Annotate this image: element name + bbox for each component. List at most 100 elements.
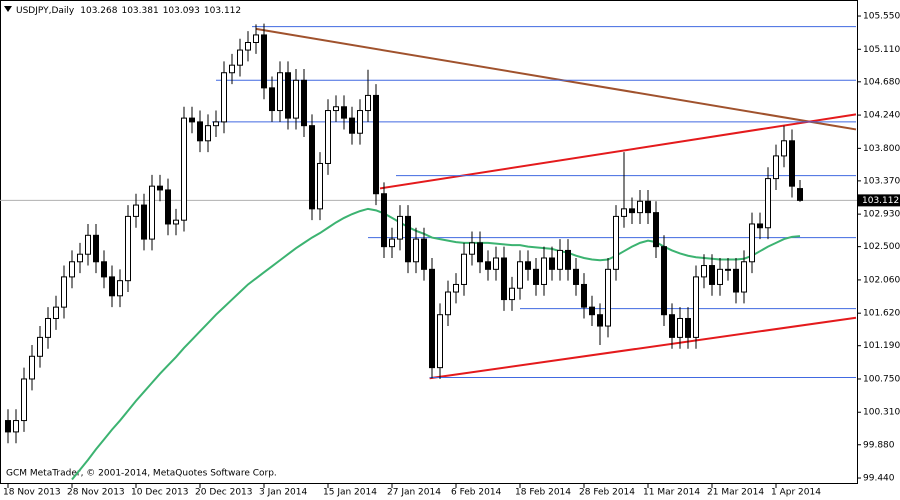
header: USDJPY,Daily 103.268 103.381 103.093 103.112: [16, 6, 241, 16]
candle-body: [13, 420, 19, 433]
candle-body: [229, 64, 235, 74]
candle-body: [429, 268, 435, 369]
candle-body: [109, 276, 115, 297]
y-tick-label: 102.500: [863, 242, 900, 252]
candle-body: [333, 106, 339, 112]
candle-body: [197, 121, 203, 142]
y-tick-label: 105.110: [863, 45, 900, 55]
candle-body: [445, 291, 451, 316]
candle-body: [141, 204, 147, 240]
candle-body: [277, 72, 283, 112]
candle-body: [589, 306, 595, 316]
candle-body: [61, 276, 67, 308]
candle-body: [629, 208, 635, 214]
x-tick-label: 1 Apr 2014: [771, 488, 821, 498]
x-tick-label: 28 Nov 2013: [67, 488, 125, 498]
candle-body: [397, 215, 403, 240]
candle-body: [93, 234, 99, 263]
x-tick-label: 18 Feb 2014: [515, 488, 571, 498]
candle-body: [733, 268, 739, 293]
candle-body: [341, 106, 347, 119]
y-tick-label: 105.550: [863, 12, 900, 22]
plot-area: [0, 23, 857, 481]
candle-body: [325, 110, 331, 164]
header-close: 103.112: [204, 6, 241, 16]
candle-body: [557, 249, 563, 270]
x-tick-label: 10 Dec 2013: [131, 488, 189, 498]
candle-body: [149, 185, 155, 240]
candle-body: [117, 280, 123, 297]
candle-body: [573, 268, 579, 285]
candle-body: [701, 265, 707, 278]
y-tick-label: 104.680: [863, 77, 900, 87]
candle-body: [85, 234, 91, 255]
candle-body: [421, 238, 427, 270]
candle-body: [77, 253, 83, 263]
candle-body: [133, 204, 139, 217]
candle-body: [613, 215, 619, 270]
candle-body: [69, 261, 75, 278]
trendline: [379, 113, 857, 190]
y-tick-label: 102.060: [863, 275, 900, 285]
candle-body: [365, 94, 371, 112]
candle-body: [797, 188, 803, 201]
candle-body: [21, 378, 27, 422]
x-tick-label: 3 Jan 2014: [259, 488, 307, 498]
candle-body: [213, 121, 219, 127]
candle-body: [781, 140, 787, 157]
candle-body: [309, 125, 315, 210]
trendline: [255, 27, 857, 131]
candle-body: [581, 283, 587, 308]
moving-average: [71, 207, 801, 481]
candle-body: [741, 261, 747, 293]
candle-body: [749, 223, 755, 263]
candle-body: [525, 261, 531, 270]
candle-body: [565, 249, 571, 270]
candle-body: [389, 238, 395, 248]
candle-body: [501, 257, 507, 301]
candle-body: [493, 257, 499, 270]
header-low: 103.093: [163, 6, 200, 16]
y-tick-label: 100.750: [863, 374, 900, 384]
candle-body: [533, 268, 539, 285]
candle-body: [205, 125, 211, 142]
y-tick-label: 101.620: [863, 309, 900, 319]
candle-body: [765, 178, 771, 229]
candle-body: [461, 253, 467, 285]
candle-body: [37, 336, 43, 357]
candle-body: [5, 420, 11, 433]
candle-body: [453, 283, 459, 293]
y-tick-label: 99.440: [863, 474, 895, 484]
x-tick-label: 15 Jan 2014: [323, 488, 377, 498]
candle-body: [469, 242, 475, 255]
y-tick-label: 102.930: [863, 210, 900, 220]
candle-body: [29, 355, 35, 380]
y-tick-label: 104.240: [863, 111, 900, 121]
candle-body: [317, 162, 323, 210]
candle-body: [605, 268, 611, 327]
candle-body: [677, 317, 683, 338]
candle-body: [125, 215, 131, 282]
candle-body: [645, 200, 651, 214]
candle-body: [709, 265, 715, 285]
candle-body: [477, 242, 483, 263]
candle-body: [661, 246, 667, 316]
candle-body: [221, 72, 227, 123]
candle-body: [517, 261, 523, 289]
x-tick-label: 28 Feb 2014: [579, 488, 635, 498]
header-high: 103.381: [121, 6, 158, 16]
y-tick-label: 103.800: [863, 144, 900, 154]
x-tick-label: 6 Feb 2014: [451, 488, 502, 498]
candle-body: [413, 238, 419, 263]
candle-body: [237, 49, 243, 66]
candle-body: [349, 117, 355, 134]
x-tick-label: 20 Dec 2013: [195, 488, 253, 498]
candle-body: [381, 193, 387, 248]
y-tick-label: 100.310: [863, 408, 900, 418]
candle-body: [549, 257, 555, 270]
x-tick-label: 18 Nov 2013: [3, 488, 61, 498]
candle-body: [437, 314, 443, 369]
candle-body: [541, 257, 547, 285]
candle-body: [165, 189, 171, 225]
footer: GCM MetaTrader, © 2001-2014, MetaQuotes …: [6, 469, 277, 479]
